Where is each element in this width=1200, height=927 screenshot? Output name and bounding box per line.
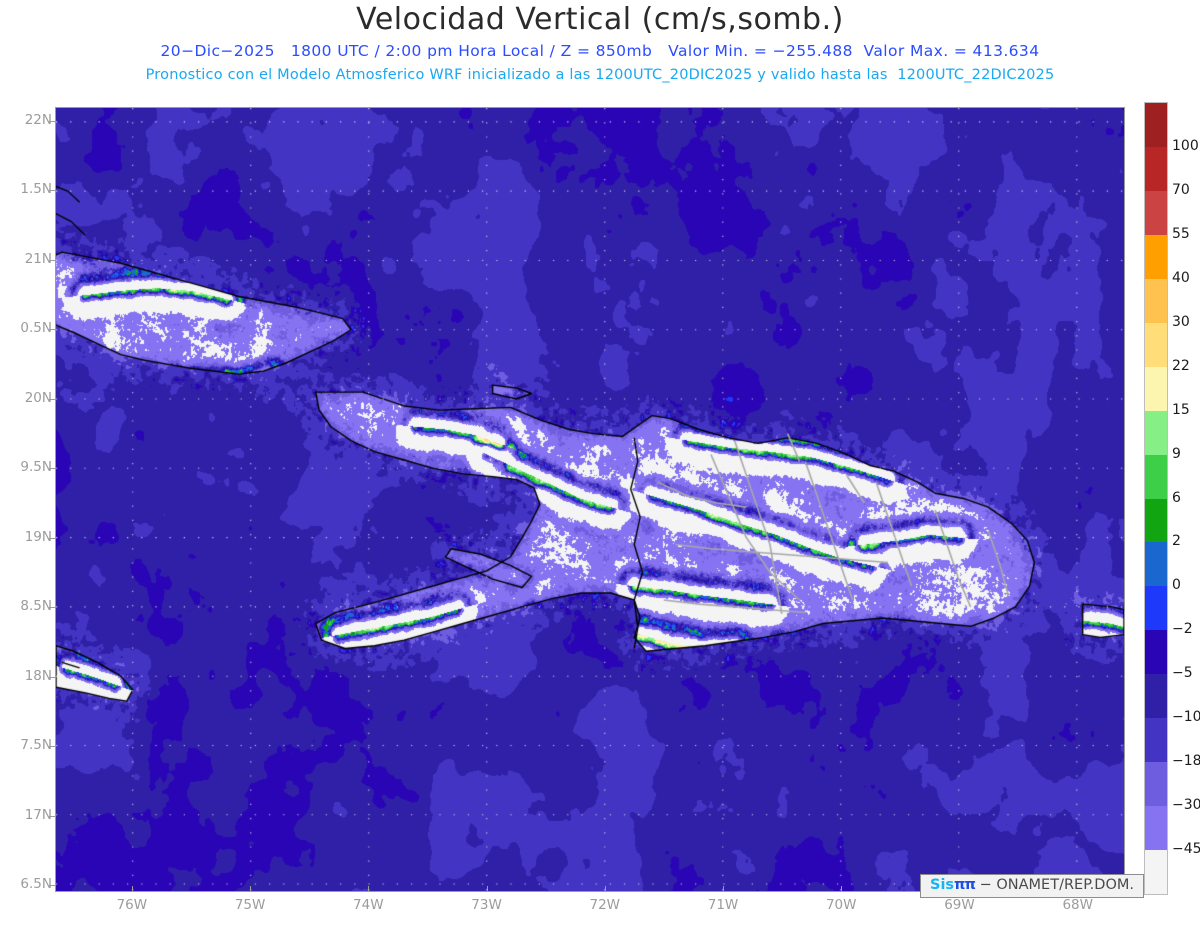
latitude-tick-label: 17N xyxy=(24,806,52,823)
colorbar-segment xyxy=(1145,806,1167,851)
latitude-tick-label: 21N xyxy=(24,250,52,267)
colorbar-segment xyxy=(1145,630,1167,675)
colorbar-segment xyxy=(1145,674,1167,719)
chart-header: Velocidad Vertical (cm/s,somb.) 20−Dic−2… xyxy=(0,0,1200,100)
vertical-velocity-heatmap xyxy=(56,108,1124,891)
longitude-tick-mark xyxy=(486,886,488,892)
latitude-tick-mark xyxy=(49,329,56,331)
colorbar-segment xyxy=(1145,586,1167,631)
colorbar-segment xyxy=(1145,454,1167,499)
latitude-tick-label: 7.5N xyxy=(20,737,52,754)
colorbar-segment xyxy=(1145,762,1167,807)
latitude-tick-mark xyxy=(49,537,56,539)
subtitle-model-info: Pronostico con el Modelo Atmosferico WRF… xyxy=(145,67,1055,83)
longitude-tick-label: 73W xyxy=(471,897,502,913)
colorbar-tick-label: −5 xyxy=(1172,665,1193,682)
agency-logo: Sisππ − ONAMET/REP.DOM. xyxy=(920,874,1144,898)
latitude-tick-label: 19N xyxy=(24,528,52,545)
longitude-tick-mark xyxy=(723,886,724,892)
latitude-tick-label: 20N xyxy=(24,389,52,406)
colorbar-segment xyxy=(1145,366,1167,412)
logo-pi-icon: ππ xyxy=(954,877,976,893)
latitude-tick-mark xyxy=(49,746,56,748)
colorbar-tick-label: 6 xyxy=(1172,489,1181,506)
latitude-tick-label: 22N xyxy=(24,111,52,128)
latitude-tick-label: 9.5N xyxy=(20,459,52,476)
colorbar-tick-label: 15 xyxy=(1172,401,1190,418)
colorbar-tick-label: −45 xyxy=(1172,841,1200,858)
colorbar-tick-label: 40 xyxy=(1172,269,1190,286)
colorbar-tick-label: 9 xyxy=(1172,445,1181,462)
longitude-tick-label: 72W xyxy=(589,897,621,913)
colorbar-segment xyxy=(1145,718,1167,763)
subtitle-run-info: 20−Dic−2025 1800 UTC / 2:00 pm Hora Loca… xyxy=(160,42,1040,60)
colorbar-tick-label: −18 xyxy=(1172,753,1200,770)
latitude-tick-mark xyxy=(49,468,56,470)
colorbar-tick-label: 100 xyxy=(1172,137,1199,154)
colorbar-tick-label: −30 xyxy=(1172,797,1200,814)
colorbar-gradient xyxy=(1144,102,1168,895)
latitude-tick-mark xyxy=(49,815,56,817)
colorbar-tick-label: 70 xyxy=(1172,181,1190,198)
longitude-tick-label: 76W xyxy=(116,897,148,913)
longitude-tick-label: 75W xyxy=(234,897,266,913)
colorbar-tick-label: 55 xyxy=(1172,225,1190,242)
longitude-tick-mark xyxy=(841,886,843,892)
latitude-tick-mark xyxy=(49,398,56,400)
latitude-tick-mark xyxy=(49,607,56,609)
logo-org-text: − ONAMET/REP.DOM. xyxy=(979,877,1134,893)
page-title: Velocidad Vertical (cm/s,somb.) xyxy=(356,2,844,37)
colorbar-segment xyxy=(1145,322,1167,368)
latitude-tick-mark xyxy=(49,259,56,261)
longitude-tick-mark xyxy=(604,886,606,892)
colorbar-tick-label: 22 xyxy=(1172,357,1190,374)
colorbar-segment xyxy=(1145,190,1167,236)
longitude-tick-label: 69W xyxy=(944,897,975,913)
colorbar-segment xyxy=(1145,234,1167,280)
latitude-tick-mark xyxy=(49,190,56,192)
latitude-tick-label: 1.5N xyxy=(20,181,52,198)
colorbar-segment xyxy=(1145,498,1167,543)
latitude-tick-label: 18N xyxy=(24,667,52,684)
colorbar-tick-label: −10 xyxy=(1172,709,1200,726)
latitude-tick-label: 6.5N xyxy=(20,876,52,893)
colorbar-tick-label: 0 xyxy=(1172,577,1181,594)
colorbar-segment xyxy=(1145,146,1167,192)
latitude-tick-mark xyxy=(49,120,56,122)
colorbar-segment xyxy=(1145,278,1167,324)
latitude-tick-mark xyxy=(49,676,56,678)
longitude-tick-label: 70W xyxy=(825,897,857,913)
longitude-tick-label: 68W xyxy=(1062,897,1093,913)
colorbar-segment xyxy=(1145,542,1167,587)
longitude-tick-mark xyxy=(131,886,133,892)
colorbar-tick-label: 2 xyxy=(1172,533,1181,550)
logo-sis-text: Sis xyxy=(930,877,955,893)
map-plot-area xyxy=(55,107,1125,892)
colorbar-tick-label: 30 xyxy=(1172,313,1190,330)
latitude-tick-mark xyxy=(49,885,56,887)
longitude-tick-label: 71W xyxy=(707,897,739,913)
latitude-tick-label: 8.5N xyxy=(20,598,52,615)
longitude-tick-label: 74W xyxy=(353,897,384,913)
colorbar-tick-label: −2 xyxy=(1172,621,1193,638)
longitude-tick-mark xyxy=(368,886,370,892)
colorbar-segment xyxy=(1145,850,1167,895)
colorbar-segment xyxy=(1145,103,1167,148)
colorbar-legend: 100 70 55 40 30 22 15 9 6 2 0 −2 −5 −10 −18 −30 −45 xyxy=(1144,102,1200,897)
colorbar-segment xyxy=(1145,410,1167,456)
longitude-tick-mark xyxy=(250,886,252,892)
latitude-tick-label: 0.5N xyxy=(20,320,52,337)
